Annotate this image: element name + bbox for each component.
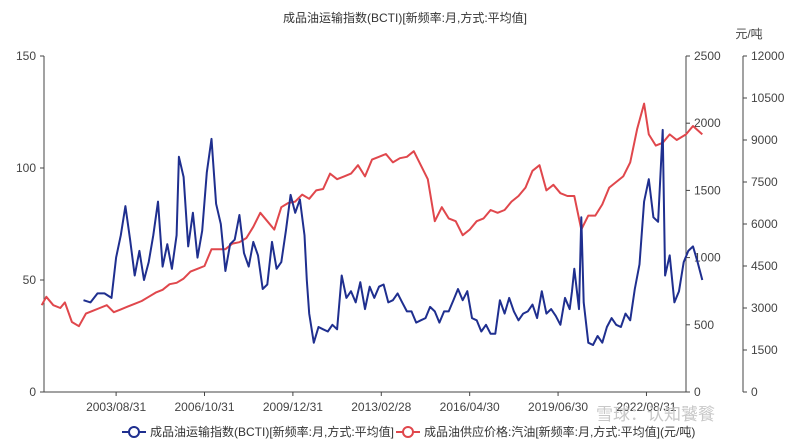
series-line-gasoline-price bbox=[40, 102, 703, 328]
right2-tick-label: 12000 bbox=[751, 49, 785, 63]
x-tick-label: 2013/02/28 bbox=[351, 400, 411, 414]
right2-unit-label: 元/吨 bbox=[735, 27, 762, 41]
series-line-bcti bbox=[83, 128, 704, 346]
right2-tick-label: 6000 bbox=[751, 217, 778, 231]
x-tick-label: 2016/04/30 bbox=[440, 400, 500, 414]
right1-axis-ticks: 0 500 1000 1500 2000 2500 bbox=[686, 49, 721, 399]
legend-label-bcti: 成品油运输指数(BCTI)[新频率:月,方式:平均值] bbox=[150, 424, 394, 439]
x-tick-label: 2022/08/31 bbox=[616, 400, 676, 414]
right2-tick-label: 1500 bbox=[751, 343, 778, 357]
right1-tick-label: 1000 bbox=[694, 251, 721, 265]
left-tick-label: 150 bbox=[16, 49, 36, 63]
legend-marker-bcti bbox=[128, 426, 140, 438]
left-axis-ticks: 0 50 100 150 bbox=[16, 49, 44, 399]
right2-tick-label: 7500 bbox=[751, 175, 778, 189]
right2-tick-label: 9000 bbox=[751, 133, 778, 147]
right1-tick-label: 0 bbox=[694, 385, 701, 399]
left-tick-label: 50 bbox=[23, 273, 37, 287]
right2-tick-label: 3000 bbox=[751, 301, 778, 315]
right2-tick-label: 4500 bbox=[751, 259, 778, 273]
right1-tick-label: 2000 bbox=[694, 116, 721, 130]
x-tick-label: 2003/08/31 bbox=[86, 400, 146, 414]
legend: 成品油运输指数(BCTI)[新频率:月,方式:平均值] 成品油供应价格:汽油[新… bbox=[122, 424, 695, 439]
legend-label-price: 成品油供应价格:汽油[新频率:月,方式:平均值](元/吨) bbox=[424, 424, 695, 439]
x-tick-label: 2019/06/30 bbox=[528, 400, 588, 414]
right1-tick-label: 1500 bbox=[694, 183, 721, 197]
chart-title: 成品油运输指数(BCTI)[新频率:月,方式:平均值] bbox=[283, 10, 527, 25]
right2-axis-ticks: 0 1500 3000 4500 6000 7500 9000 10500 12000 bbox=[743, 49, 785, 399]
legend-marker-price bbox=[402, 426, 414, 438]
left-tick-label: 0 bbox=[29, 385, 36, 399]
left-tick-label: 100 bbox=[16, 161, 36, 175]
right1-tick-label: 500 bbox=[694, 318, 714, 332]
right2-tick-label: 0 bbox=[751, 385, 758, 399]
x-axis-ticks: 2003/08/31 2006/10/31 2009/12/31 2013/02/28… bbox=[86, 392, 677, 414]
right1-tick-label: 2500 bbox=[694, 49, 721, 63]
x-tick-label: 2006/10/31 bbox=[174, 400, 234, 414]
x-tick-label: 2009/12/31 bbox=[263, 400, 323, 414]
watermark: 雪球：认知饕餮 bbox=[596, 405, 715, 424]
right2-tick-label: 10500 bbox=[751, 91, 785, 105]
